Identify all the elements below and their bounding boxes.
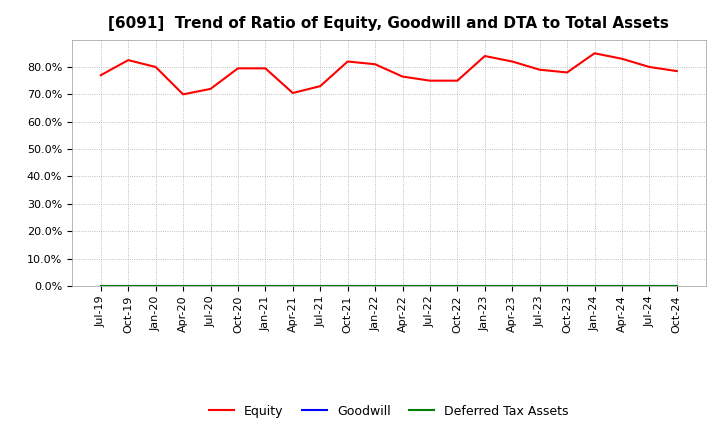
Deferred Tax Assets xyxy=(426,283,434,289)
Equity xyxy=(426,78,434,83)
Equity xyxy=(672,69,681,74)
Deferred Tax Assets xyxy=(179,283,187,289)
Goodwill xyxy=(261,283,270,289)
Equity xyxy=(261,66,270,71)
Deferred Tax Assets xyxy=(508,283,516,289)
Deferred Tax Assets xyxy=(398,283,407,289)
Goodwill xyxy=(96,283,105,289)
Goodwill xyxy=(289,283,297,289)
Goodwill xyxy=(371,283,379,289)
Goodwill xyxy=(124,283,132,289)
Legend: Equity, Goodwill, Deferred Tax Assets: Equity, Goodwill, Deferred Tax Assets xyxy=(204,400,574,423)
Equity xyxy=(124,58,132,63)
Goodwill xyxy=(536,283,544,289)
Goodwill xyxy=(645,283,654,289)
Equity xyxy=(179,92,187,97)
Deferred Tax Assets xyxy=(618,283,626,289)
Deferred Tax Assets xyxy=(289,283,297,289)
Goodwill xyxy=(563,283,572,289)
Equity xyxy=(96,73,105,78)
Deferred Tax Assets xyxy=(151,283,160,289)
Deferred Tax Assets xyxy=(453,283,462,289)
Deferred Tax Assets xyxy=(590,283,599,289)
Line: Equity: Equity xyxy=(101,53,677,94)
Goodwill xyxy=(672,283,681,289)
Deferred Tax Assets xyxy=(124,283,132,289)
Deferred Tax Assets xyxy=(261,283,270,289)
Equity xyxy=(536,67,544,72)
Deferred Tax Assets xyxy=(480,283,489,289)
Deferred Tax Assets xyxy=(233,283,242,289)
Equity xyxy=(590,51,599,56)
Equity xyxy=(563,70,572,75)
Goodwill xyxy=(233,283,242,289)
Goodwill xyxy=(343,283,352,289)
Equity xyxy=(398,74,407,79)
Equity xyxy=(508,59,516,64)
Goodwill xyxy=(453,283,462,289)
Equity xyxy=(453,78,462,83)
Equity xyxy=(316,84,325,89)
Deferred Tax Assets xyxy=(645,283,654,289)
Goodwill xyxy=(151,283,160,289)
Equity xyxy=(289,90,297,95)
Goodwill xyxy=(426,283,434,289)
Equity xyxy=(151,64,160,70)
Goodwill xyxy=(480,283,489,289)
Equity xyxy=(618,56,626,62)
Goodwill xyxy=(590,283,599,289)
Equity xyxy=(480,53,489,59)
Goodwill xyxy=(508,283,516,289)
Equity xyxy=(206,86,215,92)
Title: [6091]  Trend of Ratio of Equity, Goodwill and DTA to Total Assets: [6091] Trend of Ratio of Equity, Goodwil… xyxy=(109,16,669,32)
Deferred Tax Assets xyxy=(672,283,681,289)
Equity xyxy=(343,59,352,64)
Deferred Tax Assets xyxy=(206,283,215,289)
Deferred Tax Assets xyxy=(563,283,572,289)
Goodwill xyxy=(316,283,325,289)
Deferred Tax Assets xyxy=(96,283,105,289)
Deferred Tax Assets xyxy=(316,283,325,289)
Deferred Tax Assets xyxy=(371,283,379,289)
Goodwill xyxy=(206,283,215,289)
Equity xyxy=(645,64,654,70)
Deferred Tax Assets xyxy=(536,283,544,289)
Goodwill xyxy=(398,283,407,289)
Equity xyxy=(233,66,242,71)
Deferred Tax Assets xyxy=(343,283,352,289)
Goodwill xyxy=(618,283,626,289)
Equity xyxy=(371,62,379,67)
Goodwill xyxy=(179,283,187,289)
